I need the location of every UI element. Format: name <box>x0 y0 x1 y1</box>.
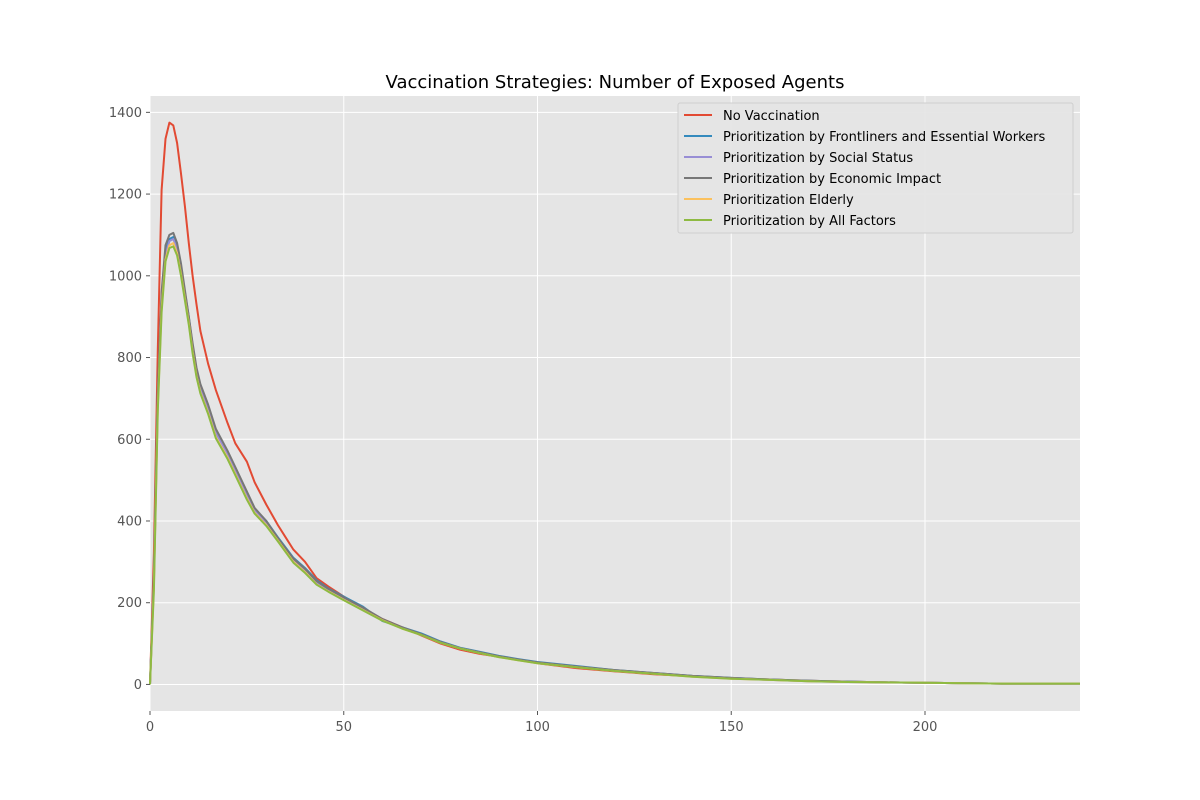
x-tick-label: 0 <box>146 720 154 735</box>
legend: No Vaccination Prioritization by Frontlin… <box>677 102 1074 234</box>
legend-label-1: No Vaccination <box>723 109 820 124</box>
y-tick-label: 0 <box>134 678 142 693</box>
x-tick-label: 200 <box>913 720 938 735</box>
x-tick-label: 50 <box>335 720 352 735</box>
x-tick-label: 150 <box>719 720 744 735</box>
legend-label-4: Prioritization by Economic Impact <box>723 172 941 187</box>
chart-title: Vaccination Strategies: Number of Expose… <box>386 72 845 93</box>
series-line-6 <box>149 245 1080 685</box>
y-tick-label: 400 <box>117 514 142 529</box>
legend-box <box>677 102 1074 234</box>
legend-label-5: Prioritization Elderly <box>723 193 854 208</box>
series-lines <box>149 121 1080 685</box>
y-tick-label: 1400 <box>109 106 142 121</box>
y-tick-label: 1200 <box>109 188 142 203</box>
legend-label-3: Prioritization by Social Status <box>723 151 913 166</box>
y-tick-label: 600 <box>117 433 142 448</box>
grid-lines <box>149 96 1080 711</box>
legend-label-6: Prioritization by All Factors <box>723 214 896 229</box>
x-tick-label: 100 <box>525 720 550 735</box>
y-tick-label: 800 <box>117 351 142 366</box>
y-tick-label: 200 <box>117 596 142 611</box>
y-axis-ticks: 0 200 400 600 800 1000 1200 1400 <box>109 106 150 693</box>
x-axis-ticks: 0 50 100 150 200 <box>146 711 938 735</box>
y-tick-label: 1000 <box>109 269 142 284</box>
legend-label-2: Prioritization by Frontliners and Essent… <box>723 130 1045 145</box>
